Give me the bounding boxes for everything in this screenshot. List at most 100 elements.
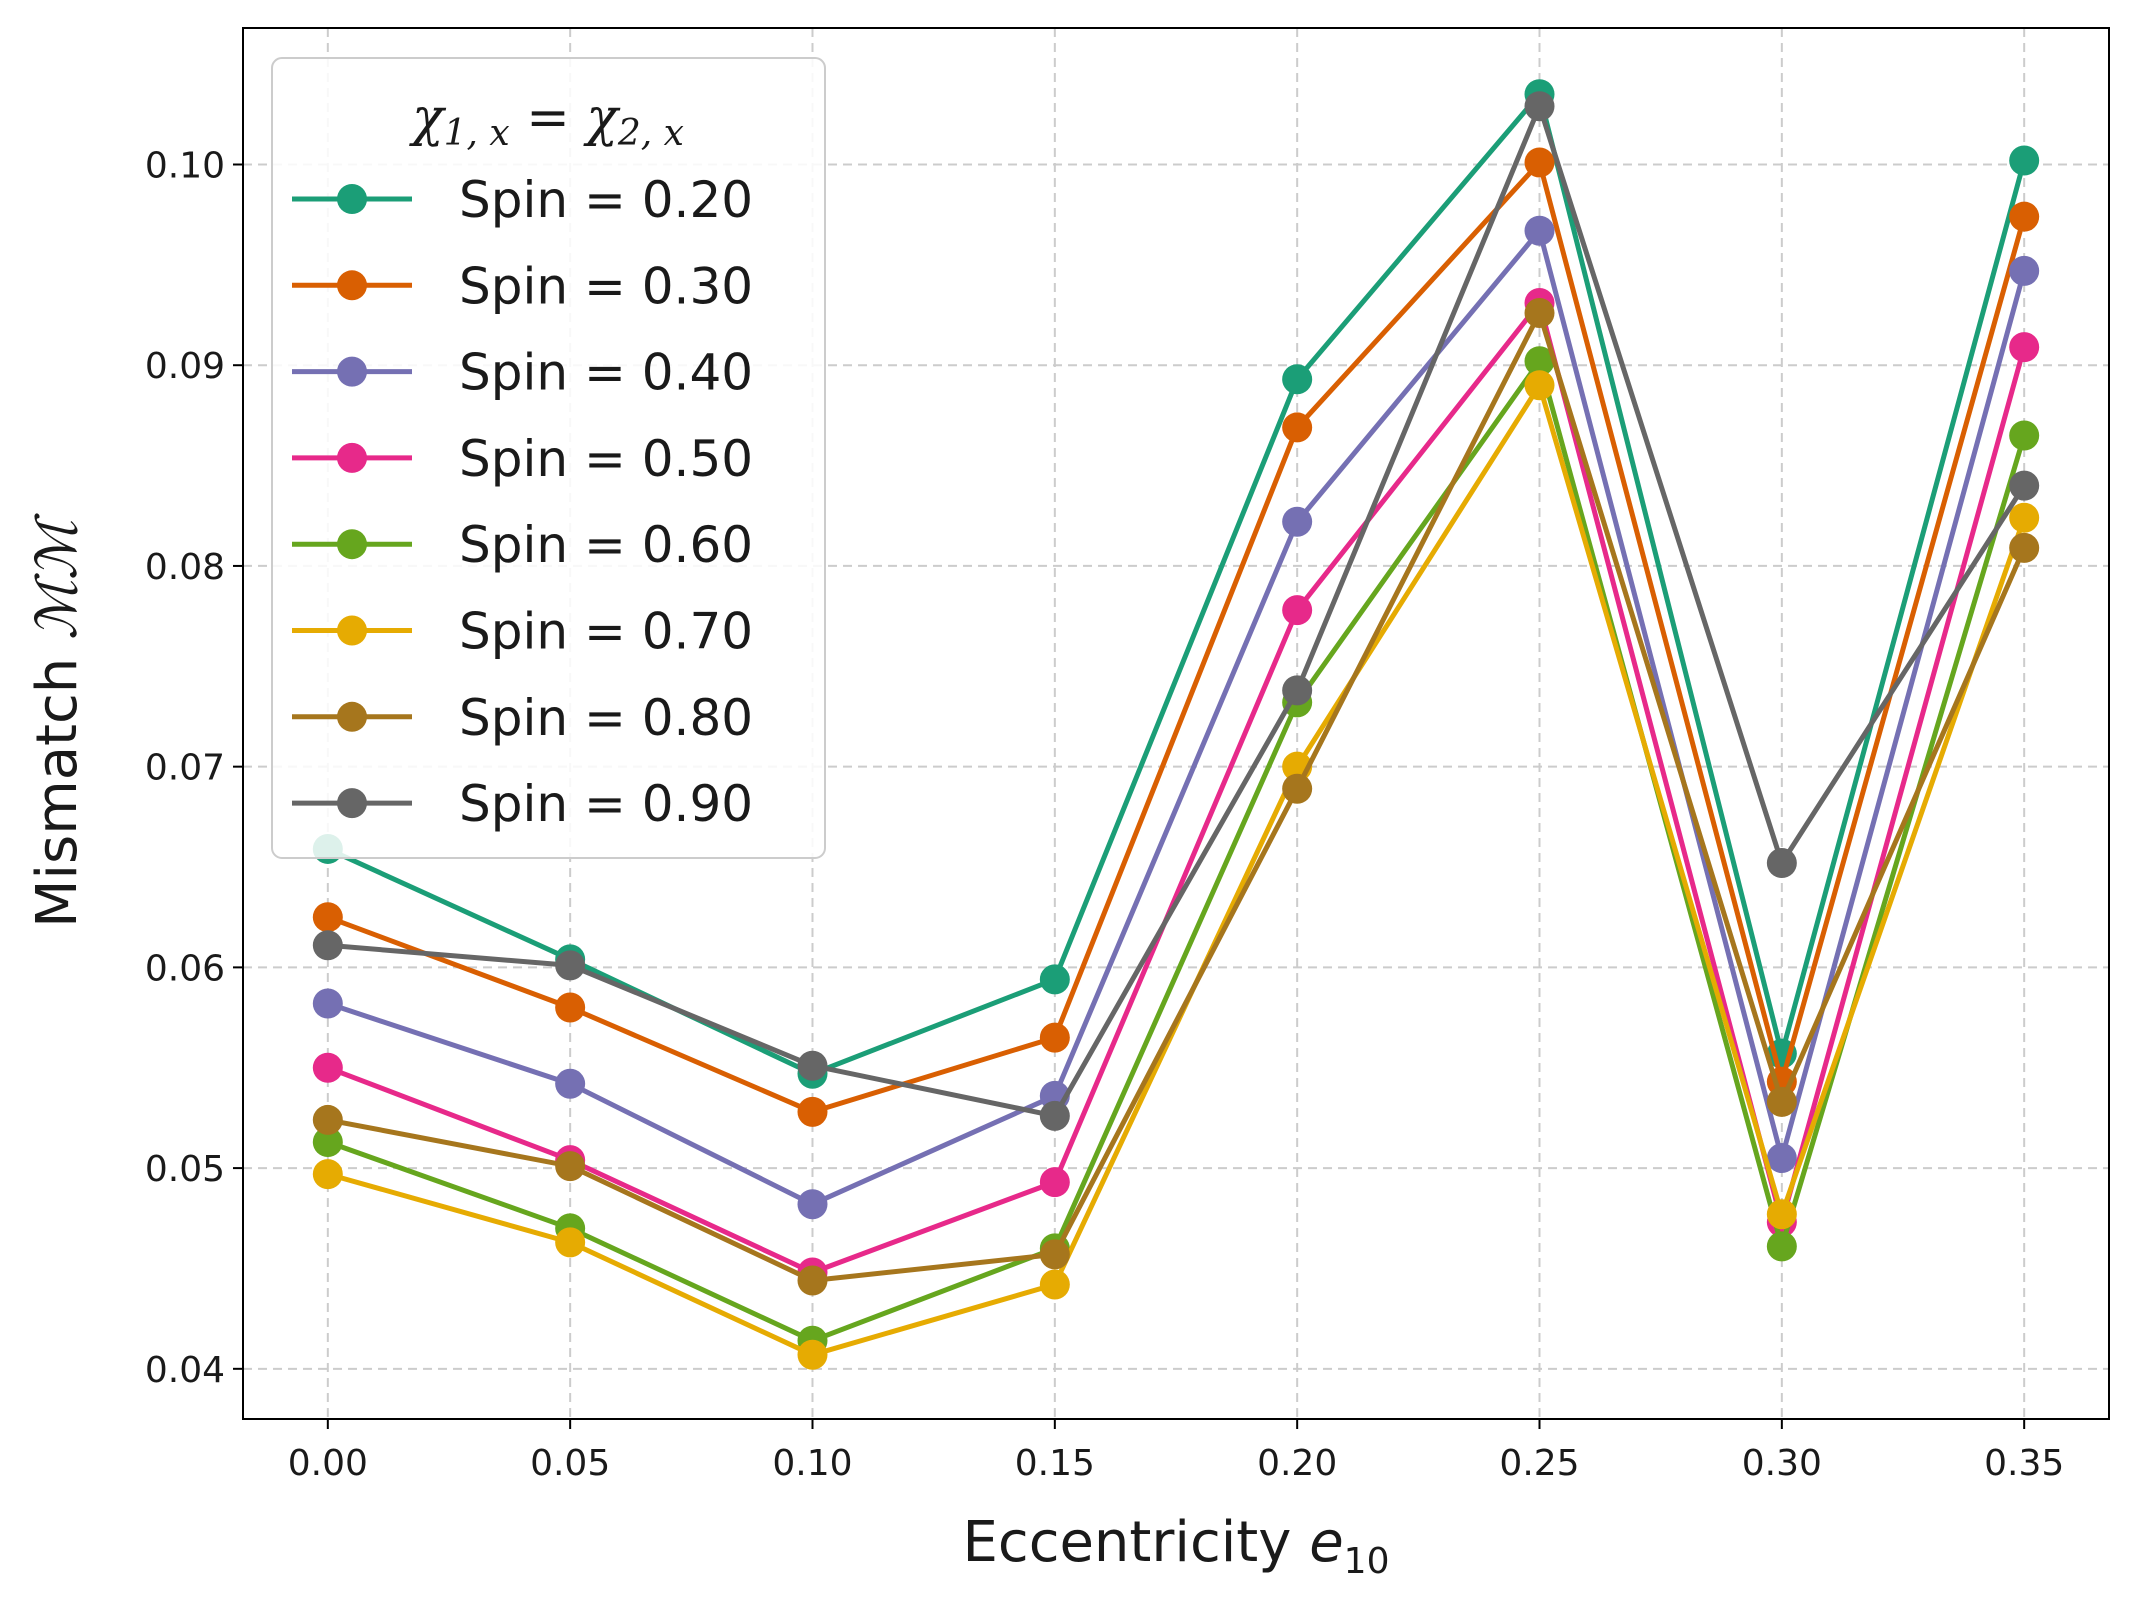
legend-item: Spin = 0.70 [292,603,753,661]
series-line [326,358,2027,1344]
data-point [2009,145,2040,176]
data-point [1039,1269,1070,1300]
data-point [1766,848,1797,879]
data-point [1039,1100,1070,1131]
x-tick-label: 0.30 [1742,1443,1822,1484]
data-point [1282,675,1313,706]
legend-label: Spin = 0.90 [459,775,753,833]
data-point [797,1050,828,1081]
data-point [555,1227,586,1258]
series-spin-0-30 [312,147,2040,1127]
data-point [555,1151,586,1182]
data-point [1524,298,1555,329]
series-line [326,91,2027,1077]
series-line [326,160,2027,1115]
data-point [1282,506,1313,537]
x-tick-label: 0.25 [1499,1443,1579,1484]
legend-label: Spin = 0.80 [459,689,753,747]
data-point [312,1159,343,1190]
legend-item: Spin = 0.80 [292,689,753,747]
legend-marker [337,270,367,301]
data-point [1039,1239,1070,1270]
data-point [1282,364,1313,395]
legend-label: Spin = 0.70 [459,603,753,661]
data-point [1282,595,1313,626]
legend-title: χ1, x = χ2, x [408,88,684,154]
plot-frame [242,27,2110,1420]
y-tick-label: 0.06 [145,948,225,989]
x-tick-label: 0.05 [530,1443,610,1484]
data-point [797,1189,828,1220]
data-point [312,1052,343,1083]
data-point [1524,370,1555,401]
data-point [312,930,343,961]
legend-item: Spin = 0.50 [292,430,753,488]
y-tick-label: 0.05 [145,1149,225,1190]
data-point [797,1339,828,1370]
y-tick-label: 0.10 [145,145,225,186]
data-point [555,992,586,1023]
data-point [2009,420,2040,451]
y-tick-label: 0.09 [145,346,225,387]
series-layer [312,79,2040,1370]
legend-label: Spin = 0.60 [459,516,753,574]
legend-marker [337,529,367,560]
data-point [2009,470,2040,501]
data-point [555,1068,586,1099]
legend-label: Spin = 0.50 [459,430,753,488]
data-point [1766,1143,1797,1174]
x-tick-label: 0.00 [288,1443,368,1484]
data-point [1524,91,1555,122]
legend-label: Spin = 0.40 [459,344,753,402]
x-tick-label: 0.10 [772,1443,852,1484]
data-point [1766,1086,1797,1117]
x-tick-label: 0.35 [1984,1443,2064,1484]
legend-item: Spin = 0.60 [292,516,753,574]
x-axis-ticks: 0.00 0.05 0.10 0.15 0.20 0.25 0.30 0.35 [288,1419,2064,1484]
legend-marker [337,615,367,646]
data-point [1524,346,1555,377]
legend-label: Spin = 0.30 [459,257,753,315]
legend-marker [337,788,367,819]
legend-items: Spin = 0.20 Spin = 0.30 Spin = 0.40 Spin = … [292,171,753,833]
legend-marker [337,701,367,732]
series-line [327,228,2027,1207]
data-point [2009,201,2040,232]
data-point [1282,412,1313,443]
data-point [1766,1199,1797,1230]
data-point [312,1127,343,1158]
x-tick-label: 0.15 [1015,1443,1095,1484]
data-point [312,988,343,1019]
x-tick-label: 0.20 [1257,1443,1337,1484]
data-point [2009,255,2040,286]
legend-item: Spin = 0.20 [292,171,753,229]
data-point [1524,147,1555,178]
legend-marker [337,184,367,214]
y-axis-ticks: 0.04 0.05 0.06 0.07 0.08 0.09 0.10 [145,145,243,1391]
legend-item: Spin = 0.40 [292,344,753,402]
legend-item: Spin = 0.90 [292,775,753,833]
y-tick-label: 0.08 [145,547,225,588]
data-point [797,1096,828,1127]
data-point [1039,1167,1070,1198]
data-point [797,1265,828,1296]
x-axis-label: Eccentricity e10 [963,1510,1390,1582]
legend-marker [337,356,367,387]
data-point [2009,532,2040,563]
data-point [312,1104,343,1135]
data-point [312,902,343,933]
data-point [2009,332,2040,363]
legend-marker [337,442,367,473]
y-tick-label: 0.04 [145,1350,225,1391]
data-point [1766,1231,1797,1262]
data-point [1039,964,1070,995]
data-point [1039,1022,1070,1053]
legend-box [271,57,826,859]
legend-label: Spin = 0.20 [459,171,753,229]
series-spin-0-80 [312,298,2040,1296]
series-line [327,103,2027,1119]
data-point [1524,215,1555,246]
series-line [327,310,2027,1283]
